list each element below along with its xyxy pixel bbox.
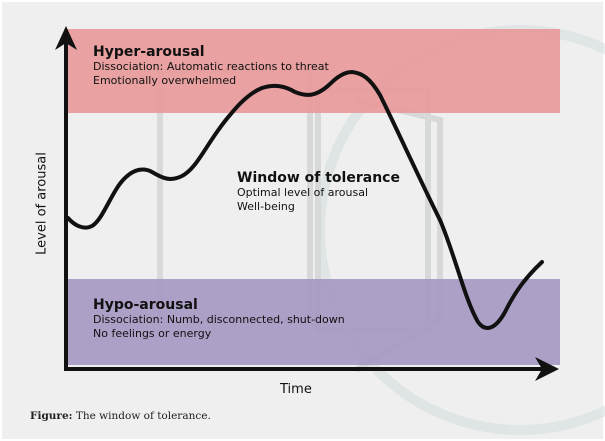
window-line: Optimal level of arousal: [237, 186, 369, 199]
arousal-curve: [66, 70, 544, 330]
x-axis-label: Time: [280, 382, 312, 397]
figure-caption: Figure: The window of tolerance.: [30, 410, 211, 422]
x-axis: [64, 357, 559, 381]
caption-text: The window of tolerance.: [72, 410, 211, 422]
hypo-arousal-title: Hypo-arousal: [93, 297, 198, 313]
hyper-arousal-band: [66, 29, 560, 113]
hypo-arousal-label: Hypo-arousal Dissociation: Numb, disconn…: [93, 297, 345, 341]
hypo-arousal-line: No feelings or energy: [93, 327, 212, 340]
y-axis: [55, 26, 77, 370]
window-line: Well-being: [237, 200, 295, 213]
hyper-arousal-label: Hyper-arousal Dissociation: Automatic re…: [93, 44, 329, 88]
window-of-tolerance-label: Window of tolerance Optimal level of aro…: [237, 170, 400, 214]
window-title: Window of tolerance: [237, 170, 400, 186]
y-axis-label: Level of arousal: [34, 152, 50, 255]
caption-label: Figure:: [30, 410, 73, 422]
hyper-arousal-line: Emotionally overwhelmed: [93, 74, 237, 87]
hyper-arousal-title: Hyper-arousal: [93, 44, 205, 60]
hypo-arousal-line: Dissociation: Numb, disconnected, shut-d…: [93, 313, 345, 326]
hyper-arousal-line: Dissociation: Automatic reactions to thr…: [93, 60, 329, 73]
